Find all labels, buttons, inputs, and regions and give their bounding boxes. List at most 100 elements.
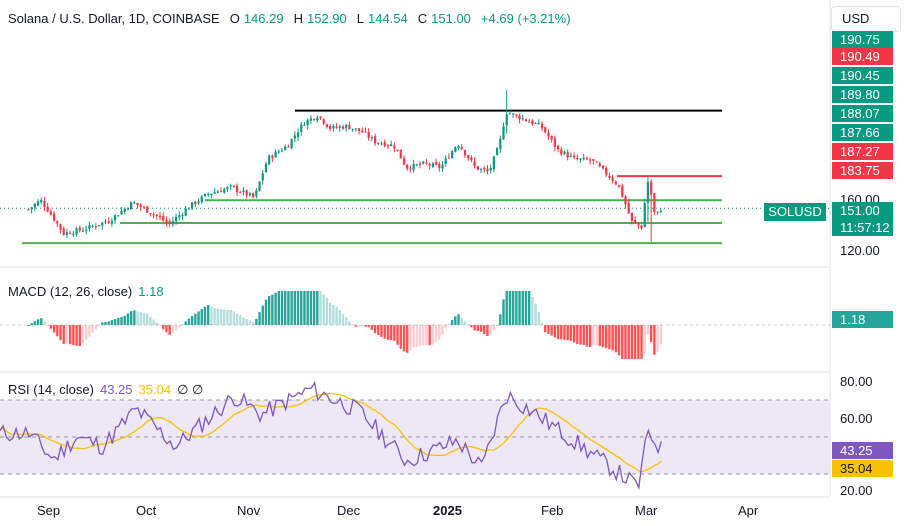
candle-body [611,177,614,182]
candle-body [598,163,601,167]
macd-histogram-bar [72,325,75,346]
price-tag-green-2: 189.80 [832,86,893,103]
macd-histogram-bar [280,291,284,325]
candle-body [370,137,373,139]
candle-body [528,121,531,123]
macd-histogram-bar [120,316,123,325]
candle-body [585,158,589,160]
candle-body [627,203,630,214]
candle-body [49,211,52,215]
rsi-empty-values: ∅ ∅ [177,382,204,397]
candle-body [399,149,402,159]
rsi-line [0,380,662,491]
macd-histogram-bar [396,325,399,345]
candle-body [85,229,88,231]
macd-legend[interactable]: MACD (12, 26, close) 1.18 [8,284,164,299]
candle-body [36,201,40,206]
macd-histogram-bar [585,325,589,347]
macd-histogram-bar [341,314,345,325]
macd-histogram-bar [431,325,435,345]
macd-histogram-bar [588,325,592,347]
candle-body [168,221,171,224]
candle-body [133,202,136,204]
macd-histogram-bar [242,317,245,325]
candle-body [258,181,261,191]
chart-header: Solana / U.S. Dollar, 1D, COINBASE O 146.… [8,11,577,26]
macd-histogram-bar [595,325,598,346]
macd-histogram-bar [287,291,290,325]
candle-body [451,151,454,159]
candle-body [524,119,528,122]
candle-body [303,124,306,126]
macd-histogram-bar [515,291,518,325]
macd-histogram-bar [653,325,656,355]
macd-histogram-bar [531,297,534,325]
macd-histogram-bar [94,325,98,330]
candle-body [643,203,646,228]
macd-histogram-bar [412,325,415,348]
macd-histogram-bar [646,325,650,335]
candle-body [43,201,46,207]
candle-body [476,166,479,170]
macd-axis-tag: 1.18 [832,311,893,328]
macd-histogram-bar [258,312,261,325]
currency-selector-button[interactable]: USD [831,6,901,32]
candle-body [97,225,101,227]
candle-body [72,233,75,235]
macd-histogram-bar [624,325,627,359]
macd-histogram-bar [155,322,159,325]
candle-body [62,228,65,235]
candle-body [242,190,245,193]
rsi-legend[interactable]: RSI (14, close) 43.25 35.04 ∅ ∅ [8,382,203,398]
candle-body [235,186,239,192]
macd-histogram-bar [284,291,287,325]
candle-body [396,149,399,151]
candle-body [357,128,361,132]
macd-histogram-bar [97,325,101,326]
price-tag-green-0: 190.75 [832,31,893,48]
macd-histogram-bar [511,291,515,325]
price-tag-red-0: 190.49 [832,48,893,65]
candle-body [656,211,659,213]
candle-body [463,150,467,156]
rsi-ma-axis-tag: 35.04 [832,460,893,477]
candle-body [646,181,650,203]
candle-body [316,117,319,121]
macd-histogram-bar [274,292,277,325]
candle-body [184,208,187,216]
macd-histogram-bar [30,323,33,325]
macd-histogram-bar [190,316,194,325]
candle-body [479,168,483,170]
macd-histogram-bar [152,319,155,325]
rsi-ma-line [0,392,662,473]
macd-histogram-bar [621,325,624,359]
candle-body [322,119,325,124]
macd-histogram-bar [354,325,358,327]
candle-body [515,114,518,116]
macd-histogram-bar [78,325,81,347]
macd-histogram-bar [232,311,236,325]
macd-histogram-bar [101,322,104,325]
macd-histogram-bar [335,306,338,325]
candle-body [126,208,130,210]
macd-histogram-bar [383,325,386,339]
macd-histogram-bar [633,325,637,359]
macd-histogram-bar [418,325,422,346]
macd-histogram-bar [56,325,59,337]
macd-histogram-bar [351,324,354,326]
macd-histogram-bar [145,313,149,325]
price-tag-red-1: 187.27 [832,143,893,160]
macd-histogram-bar [649,325,653,343]
candle-body [412,163,415,170]
candle-body [589,159,592,161]
macd-title: MACD (12, 26, close) [8,284,133,299]
macd-histogram-bar [605,325,608,349]
macd-histogram-bar [117,317,120,325]
change-value: +4.69 (+3.21%) [480,11,571,26]
macd-histogram-bar [495,325,499,326]
candle-body [650,181,653,195]
macd-histogram-bar [126,313,130,325]
macd-histogram-bar [582,325,585,345]
